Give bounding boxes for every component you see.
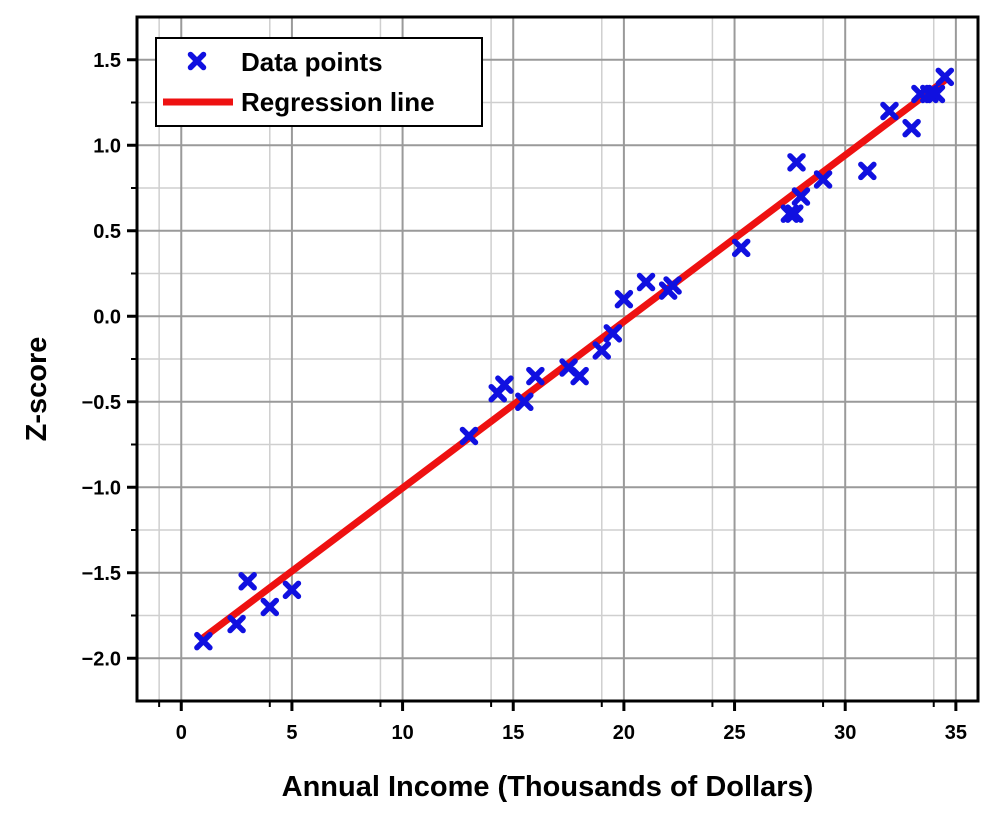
data-point	[780, 204, 800, 223]
legend-marker-data-points	[187, 51, 207, 71]
x-tick-label: 15	[502, 722, 524, 744]
x-axis-title: Annual Income (Thousands of Dollars)	[282, 771, 814, 803]
data-point	[194, 631, 213, 651]
y-tick-label: 0.5	[93, 221, 121, 243]
data-point	[731, 238, 751, 258]
data-point	[238, 572, 257, 591]
data-point	[526, 366, 545, 386]
y-tick-label: −1.0	[82, 477, 121, 499]
y-tick-label: −1.5	[82, 563, 121, 585]
data-point	[813, 170, 833, 189]
legend-label-regression-line: Regression line	[241, 87, 435, 117]
data-point	[495, 375, 514, 394]
data-point	[880, 101, 899, 121]
tick-labels: 0 5 10 15 20 25 30 35 −2.0 −1.5 −1.0 −0.5 0.0 0.5 1.0 1…	[82, 50, 967, 744]
data-point	[614, 289, 634, 309]
data-point	[902, 118, 921, 138]
data-point	[785, 204, 804, 223]
data-points-layer	[194, 67, 955, 651]
axis-ticks	[127, 58, 958, 711]
data-point	[603, 324, 623, 343]
x-tick-label: 0	[176, 722, 187, 744]
y-axis-title: Z-score	[21, 337, 53, 442]
data-point	[227, 614, 246, 634]
x-tick-label: 25	[723, 722, 745, 744]
data-point	[926, 84, 946, 104]
legend-box	[155, 37, 483, 127]
x-tick-label: 30	[834, 722, 856, 744]
data-point	[858, 161, 877, 181]
grid-lines	[137, 17, 978, 701]
data-point	[791, 187, 811, 206]
data-point	[935, 67, 955, 87]
y-tick-label: 1.0	[93, 135, 121, 157]
data-point	[570, 366, 589, 386]
legend-label-data-points: Data points	[241, 47, 383, 77]
data-point	[636, 272, 656, 292]
y-tick-label: −2.0	[82, 648, 121, 670]
x-tick-label: 20	[613, 722, 635, 744]
data-point	[515, 392, 534, 411]
data-point	[260, 597, 280, 617]
y-tick-label: −0.5	[82, 392, 121, 414]
y-tick-label: 0.0	[93, 306, 121, 328]
data-point	[663, 276, 682, 295]
y-tick-label: 1.5	[93, 50, 121, 72]
legend: Data points Regression line	[155, 37, 483, 127]
legend-data-point-marker	[187, 51, 207, 71]
data-point	[592, 341, 612, 360]
x-tick-label: 10	[391, 722, 413, 744]
data-point	[787, 153, 806, 172]
x-tick-label: 5	[286, 722, 297, 744]
x-tick-label: 35	[945, 722, 967, 744]
data-point	[282, 580, 302, 600]
data-point	[459, 426, 479, 446]
